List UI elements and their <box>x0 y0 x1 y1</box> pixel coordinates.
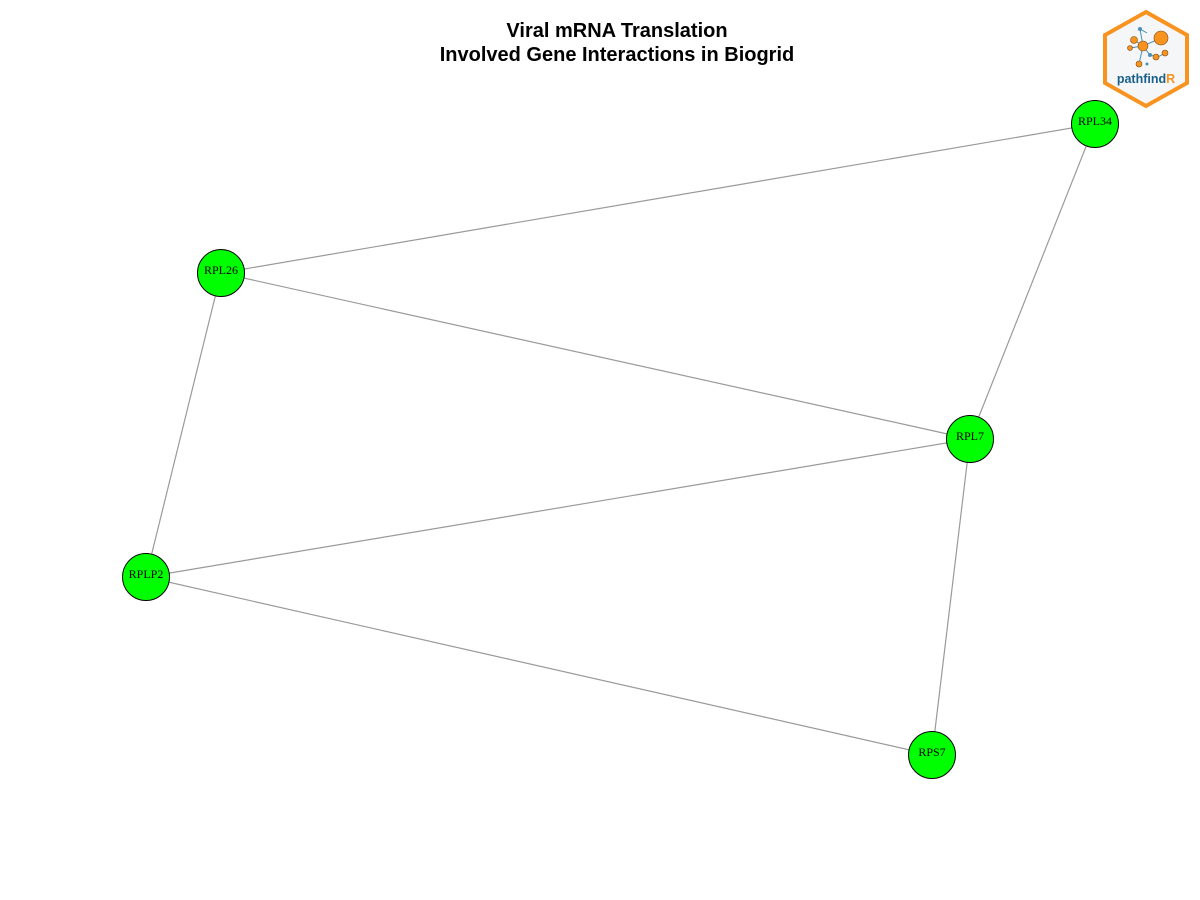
logo-network-icon <box>1127 27 1169 68</box>
node-circle-rpl26 <box>197 249 245 297</box>
edge-rplp2-rpl7 <box>145 438 971 578</box>
logo-hexagon-border <box>1103 9 1189 109</box>
nodes-layer: RPL34 RPL26 RPL7 RPLP2 RPS7 <box>122 100 1119 779</box>
edge-rpl26-rpl7 <box>220 272 971 440</box>
node-label-rps7: RPS7 <box>918 745 945 759</box>
node-label-rpl26: RPL26 <box>204 263 238 277</box>
node-circle-rps7 <box>908 731 956 779</box>
edge-rpl26-rplp2 <box>145 272 222 578</box>
node-rpl34: RPL34 <box>1071 100 1119 148</box>
node-rplp2: RPLP2 <box>122 553 170 601</box>
logo-text-main: pathfind <box>1117 72 1166 86</box>
pathfindr-logo: pathfindR <box>1103 9 1189 109</box>
edge-rpl7-rps7 <box>931 438 971 756</box>
node-rpl26: RPL26 <box>197 249 245 297</box>
node-circle-rplp2 <box>122 553 170 601</box>
logo-text: pathfindR <box>1117 72 1175 86</box>
chart-title: Viral mRNA Translation Involved Gene Int… <box>0 19 1200 67</box>
edge-rpl34-rpl7 <box>969 123 1096 440</box>
node-label-rplp2: RPLP2 <box>129 567 164 581</box>
node-circle-rpl7 <box>946 415 994 463</box>
node-label-rpl34: RPL34 <box>1078 114 1112 128</box>
logo-text-accent: R <box>1166 72 1175 86</box>
edges-layer <box>145 123 1096 756</box>
node-circle-rpl34 <box>1071 100 1119 148</box>
node-label-rpl7: RPL7 <box>956 429 984 443</box>
chart-title-line-1: Viral mRNA Translation <box>506 20 728 42</box>
node-rps7: RPS7 <box>908 731 956 779</box>
edge-rplp2-rps7 <box>145 576 933 756</box>
node-rpl7: RPL7 <box>946 415 994 463</box>
edge-rpl26-rpl34 <box>220 123 1096 274</box>
chart-title-line-2: Involved Gene Interactions in Biogrid <box>439 44 795 66</box>
